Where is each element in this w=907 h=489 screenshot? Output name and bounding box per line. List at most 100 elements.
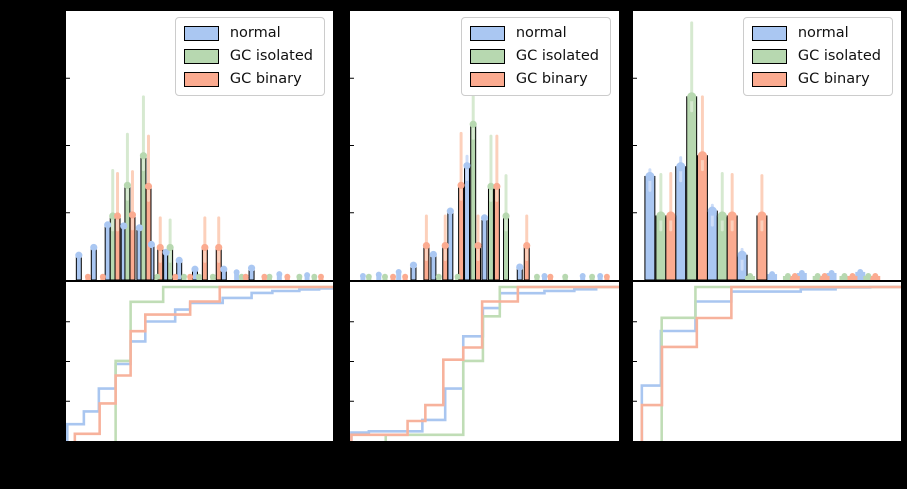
bar-normal: [75, 254, 82, 280]
marker-normal: [220, 265, 228, 273]
bar-normal: [464, 165, 470, 280]
marker-isolated: [139, 152, 148, 160]
marker-normal: [120, 222, 128, 230]
marker-isolated: [381, 273, 388, 280]
marker-isolated: [841, 272, 848, 279]
marker-isolated: [195, 273, 202, 280]
marker-isolated: [209, 273, 216, 280]
legend-swatch-binary: [469, 72, 505, 87]
legend-label-normal: normal: [515, 25, 567, 42]
ecdf-subplot-1: [65, 282, 334, 442]
marker-normal: [429, 250, 437, 259]
marker-binary: [215, 243, 223, 252]
histogram-canvas-2: [350, 55, 610, 280]
legend-label-isolated: GC isolated: [797, 48, 881, 65]
marker-binary: [849, 272, 856, 279]
panel-3: normal GC isolated GC binary: [632, 10, 902, 442]
marker-binary: [757, 211, 767, 221]
legend-entry-isolated: GC isolated: [183, 48, 313, 65]
legend-entry-normal: normal: [469, 25, 599, 42]
legend-swatch-binary: [751, 72, 787, 87]
marker-normal: [857, 268, 864, 275]
marker-binary: [666, 211, 676, 221]
legend-swatch-binary: [183, 72, 219, 87]
marker-normal: [276, 271, 283, 278]
marker-normal: [409, 261, 418, 269]
bar-isolated: [686, 96, 698, 280]
panel-1: normal GC isolated GC binary: [65, 10, 334, 442]
step-line-isolated: [660, 285, 901, 441]
marker-binary: [457, 181, 465, 189]
marker-binary: [523, 241, 531, 250]
legend-entry-isolated: GC isolated: [469, 49, 599, 64]
histogram-subplot-1: normal GC isolated GC binary: [65, 10, 334, 282]
step-line-isolated: [114, 285, 333, 441]
legend-entry-binary: GC binary: [469, 71, 599, 88]
marker-normal: [175, 256, 183, 264]
histogram-subplot-3: normal GC isolated GC binary: [632, 10, 902, 282]
marker-isolated: [687, 92, 697, 102]
marker-normal: [90, 243, 98, 252]
marker-binary: [603, 273, 610, 280]
marker-binary: [402, 273, 409, 280]
marker-isolated: [311, 273, 318, 280]
marker-normal: [798, 270, 805, 276]
legend-entry-isolated: GC isolated: [751, 48, 881, 65]
marker-isolated: [656, 211, 666, 221]
step-line-isolated: [384, 285, 619, 441]
bar-normal: [675, 166, 687, 280]
marker-binary: [493, 182, 501, 190]
bar-normal: [396, 271, 402, 280]
bar-normal: [796, 273, 807, 280]
bar-normal: [826, 273, 837, 280]
legend-swatch-normal: [751, 26, 787, 41]
marker-binary: [872, 272, 879, 279]
marker-isolated: [814, 272, 821, 279]
legend-label-isolated: GC isolated: [229, 48, 313, 65]
marker-isolated: [296, 273, 303, 280]
marker-normal: [104, 221, 112, 229]
marker-isolated: [717, 211, 727, 221]
marker-binary: [113, 212, 122, 220]
marker-isolated: [454, 273, 461, 280]
marker-binary: [441, 241, 449, 250]
histogram-canvas-3: [633, 21, 881, 280]
ecdf-canvas-1: [66, 285, 333, 441]
bar-normal: [104, 224, 111, 280]
marker-normal: [828, 270, 835, 276]
marker-isolated: [154, 273, 161, 280]
legend-swatch-normal: [469, 26, 505, 41]
marker-normal: [516, 263, 524, 271]
legend-label-binary: GC binary: [515, 71, 588, 88]
marker-normal: [162, 248, 170, 256]
marker-isolated: [487, 182, 495, 190]
marker-binary: [99, 273, 106, 280]
marker-normal: [375, 271, 382, 278]
marker-binary: [318, 273, 324, 280]
ecdf-canvas-2: [350, 285, 619, 441]
marker-isolated: [502, 212, 510, 220]
legend-label-normal: normal: [229, 25, 281, 42]
marker-isolated: [747, 272, 754, 279]
legend-entry-normal: normal: [183, 25, 313, 42]
marker-binary: [791, 272, 798, 279]
step-line-binary: [640, 285, 901, 441]
marker-normal: [135, 224, 143, 232]
legend-label-normal: normal: [797, 25, 849, 42]
bar-isolated: [470, 123, 477, 280]
marker-normal: [359, 272, 366, 279]
marker-isolated: [266, 273, 273, 280]
marker-isolated: [365, 273, 372, 280]
marker-binary: [201, 243, 209, 252]
marker-normal: [480, 214, 489, 222]
marker-normal: [645, 171, 655, 182]
marker-normal: [769, 271, 776, 278]
panel-2: normal GC isolated GC binary: [349, 10, 620, 442]
marker-isolated: [589, 273, 596, 280]
step-line-binary: [350, 285, 619, 441]
marker-binary: [156, 243, 164, 252]
marker-isolated: [181, 273, 187, 280]
step-line-normal: [640, 285, 901, 441]
marker-normal: [147, 240, 156, 249]
